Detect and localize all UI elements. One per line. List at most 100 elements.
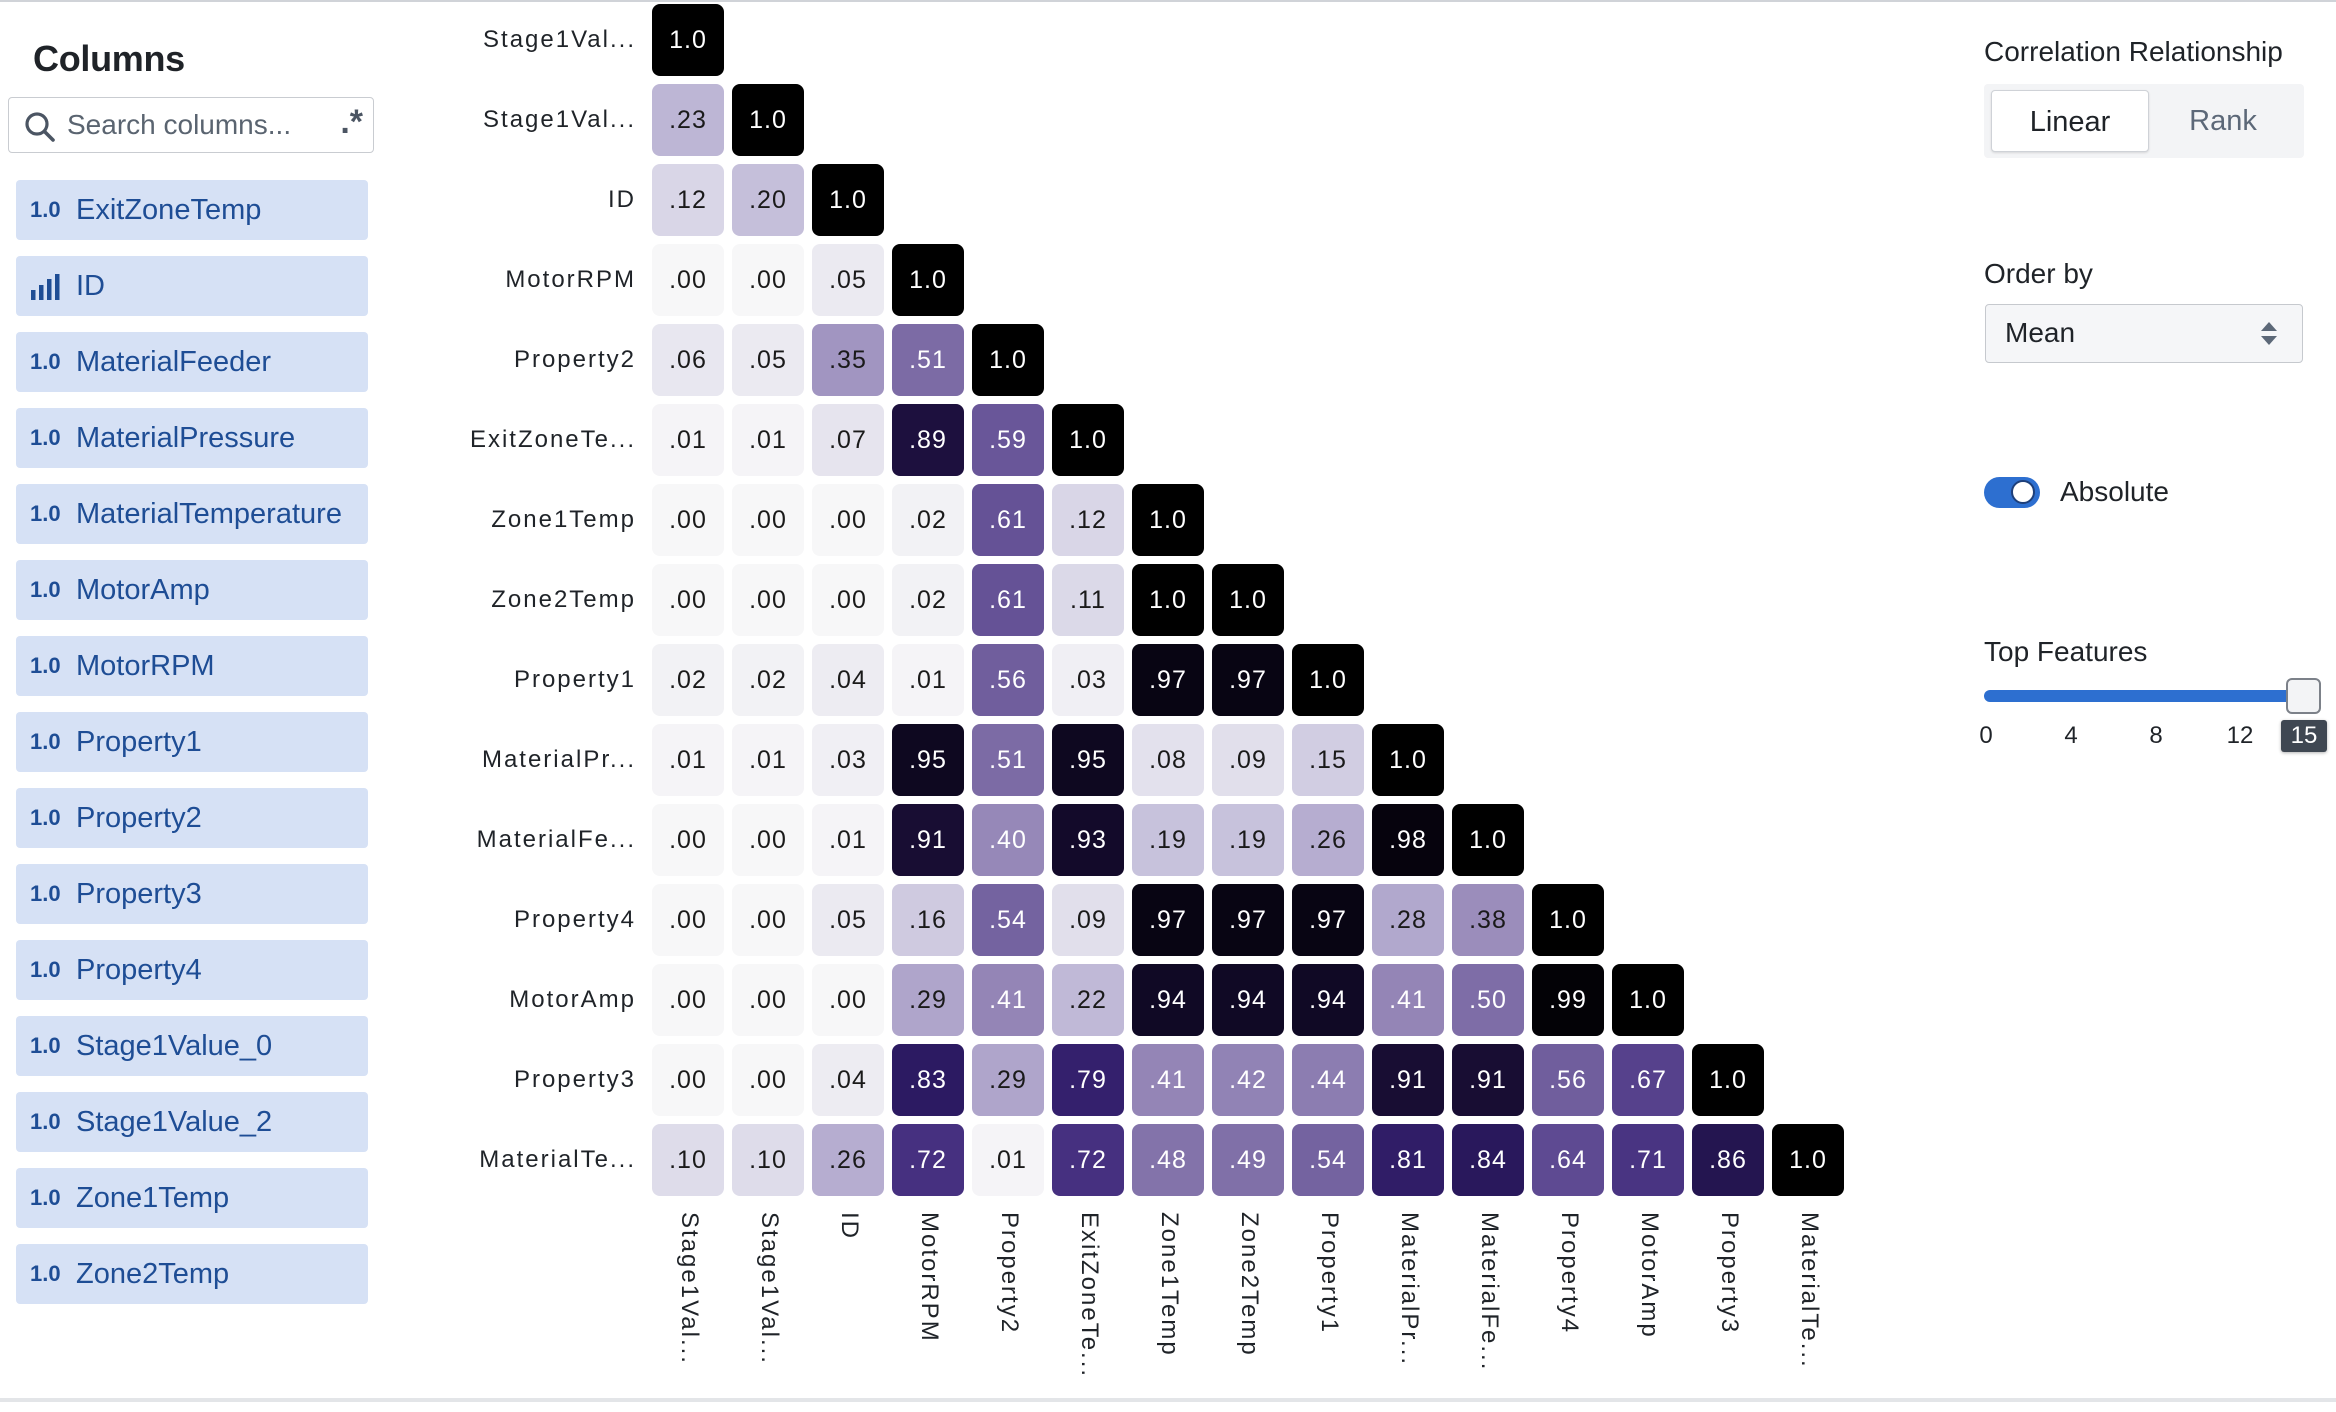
heatmap-cell[interactable]: .29: [972, 1044, 1044, 1116]
heatmap-cell[interactable]: .54: [972, 884, 1044, 956]
heatmap-cell[interactable]: .94: [1132, 964, 1204, 1036]
heatmap-cell[interactable]: .86: [1692, 1124, 1764, 1196]
heatmap-cell[interactable]: .01: [652, 724, 724, 796]
heatmap-cell[interactable]: .11: [1052, 564, 1124, 636]
heatmap-cell[interactable]: .00: [812, 484, 884, 556]
heatmap-cell[interactable]: .89: [892, 404, 964, 476]
column-item[interactable]: 1.0 MaterialPressure: [16, 408, 368, 468]
heatmap-cell[interactable]: .23: [652, 84, 724, 156]
heatmap-cell[interactable]: 1.0: [1212, 564, 1284, 636]
heatmap-cell[interactable]: .72: [892, 1124, 964, 1196]
heatmap-cell[interactable]: .08: [1132, 724, 1204, 796]
heatmap-cell[interactable]: .01: [652, 404, 724, 476]
heatmap-cell[interactable]: .41: [1372, 964, 1444, 1036]
heatmap-cell[interactable]: .40: [972, 804, 1044, 876]
heatmap-cell[interactable]: 1.0: [1052, 404, 1124, 476]
heatmap-cell[interactable]: .42: [1212, 1044, 1284, 1116]
heatmap-cell[interactable]: .95: [1052, 724, 1124, 796]
heatmap-cell[interactable]: .29: [892, 964, 964, 1036]
heatmap-cell[interactable]: .67: [1612, 1044, 1684, 1116]
column-item[interactable]: 1.0 MotorRPM: [16, 636, 368, 696]
heatmap-cell[interactable]: .50: [1452, 964, 1524, 1036]
heatmap-cell[interactable]: .09: [1052, 884, 1124, 956]
heatmap-cell[interactable]: .04: [812, 644, 884, 716]
heatmap-cell[interactable]: .00: [652, 884, 724, 956]
heatmap-cell[interactable]: 1.0: [1612, 964, 1684, 1036]
column-item[interactable]: 1.0 Stage1Value_0: [16, 1016, 368, 1076]
heatmap-cell[interactable]: 1.0: [732, 84, 804, 156]
heatmap-cell[interactable]: .01: [732, 724, 804, 796]
linear-option-button[interactable]: Linear: [1991, 90, 2149, 152]
heatmap-cell[interactable]: .00: [652, 964, 724, 1036]
heatmap-cell[interactable]: .16: [892, 884, 964, 956]
column-item[interactable]: 1.0 Property4: [16, 940, 368, 1000]
heatmap-cell[interactable]: .15: [1292, 724, 1364, 796]
heatmap-cell[interactable]: .02: [892, 564, 964, 636]
heatmap-cell[interactable]: .02: [652, 644, 724, 716]
heatmap-cell[interactable]: 1.0: [1372, 724, 1444, 796]
search-input[interactable]: [67, 106, 317, 144]
heatmap-cell[interactable]: .94: [1212, 964, 1284, 1036]
heatmap-cell[interactable]: .00: [732, 884, 804, 956]
heatmap-cell[interactable]: .26: [1292, 804, 1364, 876]
column-item[interactable]: ID: [16, 256, 368, 316]
column-item[interactable]: 1.0 MaterialFeeder: [16, 332, 368, 392]
heatmap-cell[interactable]: 1.0: [1132, 564, 1204, 636]
column-item[interactable]: 1.0 Stage1Value_2: [16, 1092, 368, 1152]
heatmap-cell[interactable]: .00: [812, 964, 884, 1036]
top-features-slider-handle[interactable]: [2286, 678, 2321, 714]
heatmap-cell[interactable]: .91: [1452, 1044, 1524, 1116]
heatmap-cell[interactable]: .00: [732, 244, 804, 316]
heatmap-cell[interactable]: .00: [732, 964, 804, 1036]
heatmap-cell[interactable]: .00: [732, 804, 804, 876]
heatmap-cell[interactable]: .19: [1132, 804, 1204, 876]
heatmap-cell[interactable]: .48: [1132, 1124, 1204, 1196]
heatmap-cell[interactable]: .02: [732, 644, 804, 716]
heatmap-cell[interactable]: .41: [972, 964, 1044, 1036]
heatmap-cell[interactable]: .81: [1372, 1124, 1444, 1196]
heatmap-cell[interactable]: .97: [1212, 884, 1284, 956]
heatmap-cell[interactable]: .94: [1292, 964, 1364, 1036]
heatmap-cell[interactable]: .05: [732, 324, 804, 396]
heatmap-cell[interactable]: .03: [1052, 644, 1124, 716]
heatmap-cell[interactable]: .03: [812, 724, 884, 796]
heatmap-cell[interactable]: .71: [1612, 1124, 1684, 1196]
heatmap-cell[interactable]: .00: [732, 564, 804, 636]
heatmap-cell[interactable]: .05: [812, 884, 884, 956]
heatmap-cell[interactable]: .00: [652, 484, 724, 556]
heatmap-cell[interactable]: 1.0: [1692, 1044, 1764, 1116]
heatmap-cell[interactable]: .59: [972, 404, 1044, 476]
heatmap-cell[interactable]: .09: [1212, 724, 1284, 796]
column-item[interactable]: 1.0 Zone2Temp: [16, 1244, 368, 1304]
heatmap-cell[interactable]: .98: [1372, 804, 1444, 876]
heatmap-cell[interactable]: .26: [812, 1124, 884, 1196]
heatmap-cell[interactable]: .97: [1212, 644, 1284, 716]
heatmap-cell[interactable]: 1.0: [1772, 1124, 1844, 1196]
heatmap-cell[interactable]: .79: [1052, 1044, 1124, 1116]
heatmap-cell[interactable]: .00: [652, 804, 724, 876]
heatmap-cell[interactable]: .00: [652, 244, 724, 316]
heatmap-cell[interactable]: .02: [892, 484, 964, 556]
column-item[interactable]: 1.0 Property1: [16, 712, 368, 772]
heatmap-cell[interactable]: 1.0: [1452, 804, 1524, 876]
heatmap-cell[interactable]: .51: [972, 724, 1044, 796]
heatmap-cell[interactable]: .91: [892, 804, 964, 876]
heatmap-cell[interactable]: .28: [1372, 884, 1444, 956]
heatmap-cell[interactable]: .49: [1212, 1124, 1284, 1196]
heatmap-cell[interactable]: 1.0: [972, 324, 1044, 396]
heatmap-cell[interactable]: .07: [812, 404, 884, 476]
heatmap-cell[interactable]: .12: [652, 164, 724, 236]
heatmap-cell[interactable]: .56: [972, 644, 1044, 716]
heatmap-cell[interactable]: .38: [1452, 884, 1524, 956]
heatmap-cell[interactable]: .97: [1132, 644, 1204, 716]
heatmap-cell[interactable]: .00: [732, 1044, 804, 1116]
heatmap-cell[interactable]: .19: [1212, 804, 1284, 876]
column-item[interactable]: 1.0 Property3: [16, 864, 368, 924]
top-features-slider-track[interactable]: [1984, 690, 2304, 702]
heatmap-cell[interactable]: .54: [1292, 1124, 1364, 1196]
heatmap-cell[interactable]: .01: [812, 804, 884, 876]
heatmap-cell[interactable]: .97: [1292, 884, 1364, 956]
heatmap-cell[interactable]: .83: [892, 1044, 964, 1116]
heatmap-cell[interactable]: .44: [1292, 1044, 1364, 1116]
column-item[interactable]: 1.0 Zone1Temp: [16, 1168, 368, 1228]
